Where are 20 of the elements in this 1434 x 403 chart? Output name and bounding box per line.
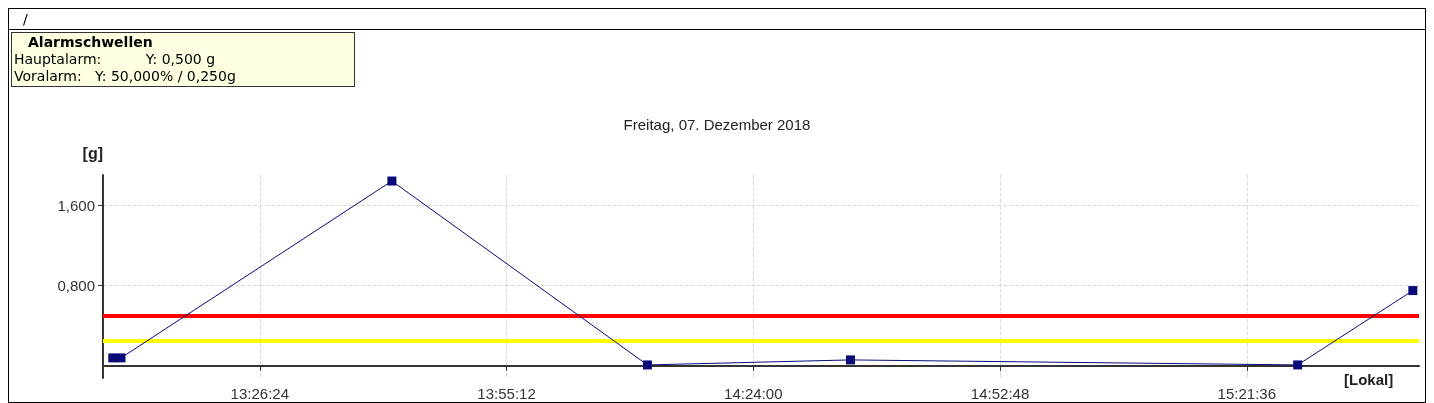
point	[1293, 360, 1303, 370]
y-axis-title: [g]	[82, 144, 103, 162]
point	[845, 355, 855, 365]
text: Voralarm: Y: 50,000% / 0,250g	[14, 68, 237, 85]
point	[642, 360, 652, 370]
y-tick-label: 0,800	[57, 277, 95, 295]
text: /	[9, 9, 1425, 30]
text: Hauptalarm: Y: 0,500 g	[14, 51, 217, 68]
x-tick-label: 13:26:24	[230, 385, 289, 402]
point	[116, 353, 126, 363]
text: Alarmschwellen	[27, 34, 154, 51]
x-tick-label: 14:24:00	[724, 385, 783, 402]
x-tick-label: 15:21:36	[1217, 385, 1276, 402]
chart-title: Freitag, 07. Dezember 2018	[623, 116, 811, 133]
point	[1408, 286, 1418, 296]
x-tick-label: 13:55:12	[477, 385, 536, 402]
x-axis-title: [Lokal]	[1344, 370, 1394, 388]
y-tick-label: 1,600	[57, 196, 95, 214]
x-tick-label: 14:52:48	[970, 385, 1030, 402]
point	[387, 176, 397, 186]
